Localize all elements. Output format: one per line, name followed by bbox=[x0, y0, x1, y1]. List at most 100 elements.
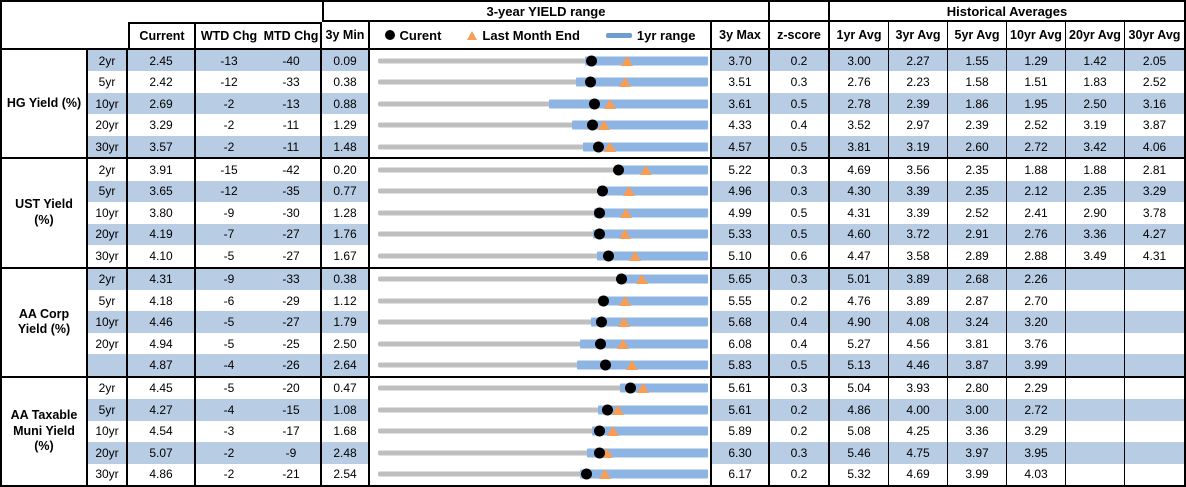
last-month-end-triangle-icon bbox=[467, 30, 478, 40]
avg-1yr-cell: 4.69 bbox=[830, 159, 889, 181]
avg-20yr-cell bbox=[1066, 332, 1125, 355]
table-row: 20yr 4.19 -7 -27 1.76 5.33 0.5 4.60 3.72 2.91 2.76… bbox=[88, 223, 1184, 246]
avg-10yr-cell: 3.99 bbox=[1007, 354, 1066, 376]
tenor-cell: 10yr bbox=[88, 202, 128, 224]
section-label: UST Yield (%) bbox=[2, 159, 88, 267]
section-3: AA Corp Yield (%) 2yr 4.31 -9 -33 0.38 5.65 0.3… bbox=[2, 268, 1184, 378]
last-month-end-marker bbox=[616, 338, 629, 349]
three-year-range-bar bbox=[378, 122, 702, 128]
min-3y-cell: 1.12 bbox=[322, 289, 370, 312]
avg-20yr-cell: 1.83 bbox=[1066, 71, 1125, 93]
avg-3yr-cell: 3.89 bbox=[889, 289, 948, 312]
avg-1yr-cell: 3.81 bbox=[830, 135, 889, 158]
avg-5yr-cell: 1.58 bbox=[948, 71, 1007, 93]
one-year-range-bar bbox=[580, 469, 708, 479]
table-row: 10yr 2.69 -2 -13 0.88 3.61 0.5 2.78 2.39 1.86 1.95… bbox=[88, 92, 1184, 115]
mtd-chg-cell: -17 bbox=[262, 420, 322, 443]
wtd-chg-cell: -4 bbox=[196, 399, 262, 421]
avg-3yr-cell: 2.39 bbox=[889, 92, 948, 115]
mtd-chg-cell: -35 bbox=[262, 180, 322, 203]
avg-10yr-cell: 1.95 bbox=[1007, 92, 1066, 115]
current-cell: 4.45 bbox=[128, 377, 196, 400]
table-row: 30yr 4.86 -2 -21 2.54 6.17 0.2 5.32 4.69 3.99 4.03 bbox=[88, 463, 1184, 485]
col-header-5yr-avg: 5yr Avg bbox=[948, 22, 1007, 48]
section-4: AA Taxable Muni Yield (%) 2yr 4.45 -5 -20 0.4… bbox=[2, 377, 1184, 485]
tenor-cell: 2yr bbox=[88, 268, 128, 290]
current-cell: 4.18 bbox=[128, 289, 196, 312]
three-year-range-bar bbox=[378, 407, 702, 413]
current-cell: 3.29 bbox=[128, 114, 196, 136]
z-score-cell: 0.5 bbox=[770, 354, 830, 376]
one-year-range-bar bbox=[598, 186, 708, 196]
range-group-title: 3-year YIELD range bbox=[322, 2, 770, 22]
yield-range-chart bbox=[370, 377, 712, 400]
avg-1yr-cell: 5.04 bbox=[830, 377, 889, 400]
section-rows: 2yr 2.45 -13 -40 0.09 3.70 0.2 3.00 2.27 1.55 1.29… bbox=[88, 50, 1184, 158]
mtd-chg-cell: -11 bbox=[262, 114, 322, 136]
avg-20yr-cell: 3.19 bbox=[1066, 114, 1125, 136]
avg-20yr-cell: 3.42 bbox=[1066, 135, 1125, 158]
avg-20yr-cell: 2.35 bbox=[1066, 180, 1125, 203]
avg-20yr-cell bbox=[1066, 354, 1125, 376]
current-dot-marker bbox=[615, 273, 627, 285]
table-header: 3-year YIELD range Historical Averages C… bbox=[2, 2, 1184, 50]
z-score-cell: 0.5 bbox=[770, 202, 830, 224]
current-dot-marker bbox=[593, 425, 605, 437]
avg-3yr-cell: 3.72 bbox=[889, 223, 948, 246]
yield-range-chart bbox=[370, 354, 712, 376]
three-year-range-bar bbox=[378, 231, 702, 237]
mtd-chg-cell: -27 bbox=[262, 311, 322, 333]
max-3y-cell: 6.17 bbox=[712, 463, 770, 485]
tenor-cell: 20yr bbox=[88, 442, 128, 464]
wtd-chg-cell: -5 bbox=[196, 311, 262, 333]
avg-5yr-cell: 2.39 bbox=[948, 114, 1007, 136]
avg-1yr-cell: 5.01 bbox=[830, 268, 889, 290]
avg-5yr-cell: 2.87 bbox=[948, 289, 1007, 312]
current-cell: 4.10 bbox=[128, 245, 196, 267]
tenor-cell: 2yr bbox=[88, 50, 128, 72]
yield-range-chart bbox=[370, 332, 712, 355]
avg-20yr-cell: 2.90 bbox=[1066, 202, 1125, 224]
chart-legend: Curent Last Month End 1yr range bbox=[370, 22, 712, 48]
avg-20yr-cell bbox=[1066, 399, 1125, 421]
min-3y-cell: 2.64 bbox=[322, 354, 370, 376]
z-score-cell: 0.6 bbox=[770, 245, 830, 267]
mtd-chg-cell: -27 bbox=[262, 223, 322, 246]
avg-3yr-cell: 3.39 bbox=[889, 202, 948, 224]
last-month-end-marker bbox=[600, 447, 613, 458]
one-year-range-bar bbox=[572, 120, 708, 130]
yield-range-chart bbox=[370, 245, 712, 267]
current-dot-marker bbox=[596, 316, 608, 328]
wtd-chg-cell: -3 bbox=[223, 424, 235, 439]
mtd-chg-cell: -42 bbox=[262, 159, 322, 181]
min-3y-cell: 1.67 bbox=[322, 245, 370, 267]
header-top-left-spacer bbox=[2, 2, 322, 22]
avg-10yr-cell: 2.29 bbox=[1007, 377, 1066, 400]
avg-3yr-cell: 4.46 bbox=[889, 354, 948, 376]
table-row: 5yr 4.18 -6 -29 1.12 5.55 0.2 4.76 3.89 2.87 2.70 bbox=[88, 289, 1184, 312]
avg-5yr-cell: 3.97 bbox=[948, 442, 1007, 464]
tenor-cell: 30yr bbox=[88, 463, 128, 485]
one-year-range-bar bbox=[575, 77, 708, 87]
tenor-cell: 2yr bbox=[88, 377, 128, 400]
avg-1yr-cell: 4.30 bbox=[830, 180, 889, 203]
wtd-chg-cell: -12 bbox=[196, 180, 262, 203]
avg-30yr-cell bbox=[1125, 311, 1184, 333]
table-row: 10yr 4.46 -5 -27 1.79 5.68 0.4 4.90 4.08 3.24 3.20 bbox=[88, 311, 1184, 333]
yield-range-chart bbox=[370, 50, 712, 72]
wtd-chg-cell: -5 bbox=[223, 381, 235, 396]
avg-10yr-cell: 1.29 bbox=[1007, 50, 1066, 72]
mtd-chg-cell: -33 bbox=[262, 71, 322, 93]
min-3y-cell: 0.88 bbox=[322, 92, 370, 115]
mtd-chg-cell: -27 bbox=[262, 245, 322, 267]
col-header-3y-min: 3y Min bbox=[322, 22, 370, 48]
avg-10yr-cell: 3.29 bbox=[1007, 420, 1066, 443]
tenor-cell: 10yr bbox=[88, 311, 128, 333]
avg-10yr-cell: 2.41 bbox=[1007, 202, 1066, 224]
current-dot-marker bbox=[600, 359, 612, 371]
current-dot-marker bbox=[580, 468, 592, 480]
avg-30yr-cell bbox=[1125, 333, 1184, 354]
table-row: 30yr 4.10 -5 -27 1.67 5.10 0.6 4.47 3.58 2.89 2.88… bbox=[88, 245, 1184, 267]
avg-3yr-cell: 3.19 bbox=[889, 135, 948, 158]
historical-averages-title: Historical Averages bbox=[830, 2, 1184, 22]
